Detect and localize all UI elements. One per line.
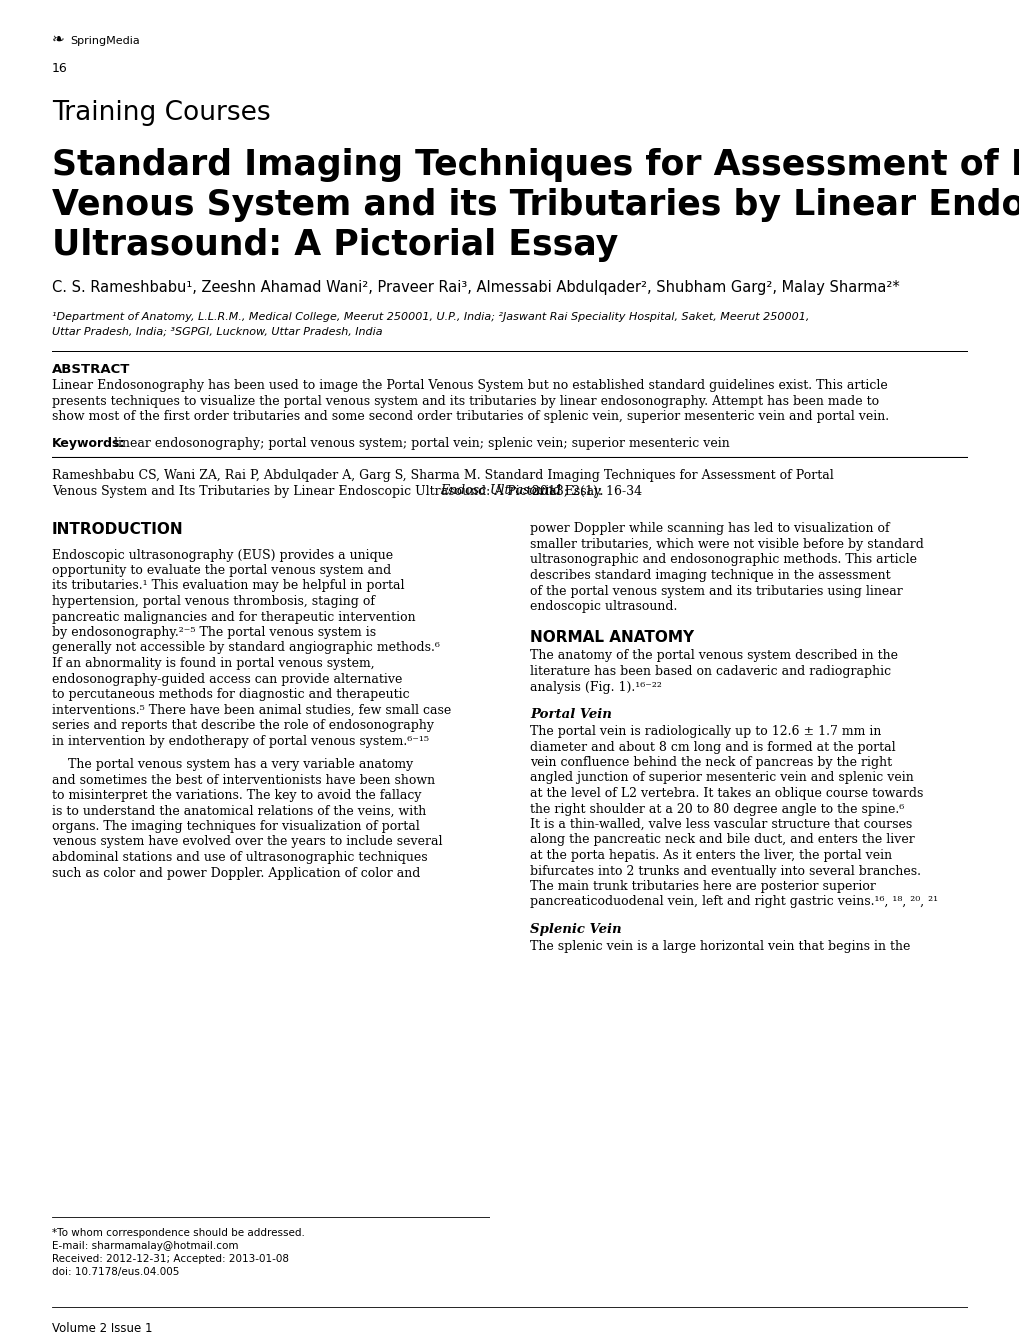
Text: Splenic Vein: Splenic Vein xyxy=(530,922,621,936)
Text: The main trunk tributaries here are posterior superior: The main trunk tributaries here are post… xyxy=(530,880,875,893)
Text: is to understand the anatomical relations of the veins, with: is to understand the anatomical relation… xyxy=(52,805,426,817)
Text: Uttar Pradesh, India; ³SGPGI, Lucknow, Uttar Pradesh, India: Uttar Pradesh, India; ³SGPGI, Lucknow, U… xyxy=(52,327,382,336)
Text: ¹Department of Anatomy, L.L.R.M., Medical College, Meerut 250001, U.P., India; ²: ¹Department of Anatomy, L.L.R.M., Medica… xyxy=(52,312,809,322)
Text: endosonography-guided access can provide alternative: endosonography-guided access can provide… xyxy=(52,673,401,685)
Text: and sometimes the best of interventionists have been shown: and sometimes the best of interventionis… xyxy=(52,773,435,786)
Text: power Doppler while scanning has led to visualization of: power Doppler while scanning has led to … xyxy=(530,522,889,535)
Text: Keywords:: Keywords: xyxy=(52,438,125,450)
Text: The splenic vein is a large horizontal vein that begins in the: The splenic vein is a large horizontal v… xyxy=(530,940,910,953)
Text: endoscopic ultrasound.: endoscopic ultrasound. xyxy=(530,599,677,613)
Text: interventions.⁵ There have been animal studies, few small case: interventions.⁵ There have been animal s… xyxy=(52,704,450,717)
Text: literature has been based on cadaveric and radiographic: literature has been based on cadaveric a… xyxy=(530,665,891,678)
Text: Standard Imaging Techniques for Assessment of Portal: Standard Imaging Techniques for Assessme… xyxy=(52,148,1019,182)
Text: diameter and about 8 cm long and is formed at the portal: diameter and about 8 cm long and is form… xyxy=(530,741,895,753)
Text: by endosonography.²⁻⁵ The portal venous system is: by endosonography.²⁻⁵ The portal venous … xyxy=(52,626,376,639)
Text: describes standard imaging technique in the assessment: describes standard imaging technique in … xyxy=(530,569,890,582)
Text: at the porta hepatis. As it enters the liver, the portal vein: at the porta hepatis. As it enters the l… xyxy=(530,849,892,862)
Text: its tributaries.¹ This evaluation may be helpful in portal: its tributaries.¹ This evaluation may be… xyxy=(52,579,405,593)
Text: bifurcates into 2 trunks and eventually into several branches.: bifurcates into 2 trunks and eventually … xyxy=(530,865,920,877)
Text: in intervention by endotherapy of portal venous system.⁶⁻¹⁵: in intervention by endotherapy of portal… xyxy=(52,734,429,748)
Text: Ultrasound: A Pictorial Essay: Ultrasound: A Pictorial Essay xyxy=(52,228,618,262)
Text: linear endosonography; portal venous system; portal vein; splenic vein; superior: linear endosonography; portal venous sys… xyxy=(110,438,729,450)
Text: ❧: ❧ xyxy=(52,32,64,47)
Text: to percutaneous methods for diagnostic and therapeutic: to percutaneous methods for diagnostic a… xyxy=(52,688,410,701)
Text: at the level of L2 vertebra. It takes an oblique course towards: at the level of L2 vertebra. It takes an… xyxy=(530,788,922,800)
Text: The portal vein is radiologically up to 12.6 ± 1.7 mm in: The portal vein is radiologically up to … xyxy=(530,725,880,738)
Text: series and reports that describe the role of endosonography: series and reports that describe the rol… xyxy=(52,720,433,732)
Text: Venous System and its Tributaries by Linear Endoscopic: Venous System and its Tributaries by Lin… xyxy=(52,188,1019,222)
Text: ultrasonographic and endosonographic methods. This article: ultrasonographic and endosonographic met… xyxy=(530,554,916,566)
Text: E-mail: sharmamalay@hotmail.com: E-mail: sharmamalay@hotmail.com xyxy=(52,1242,238,1251)
Text: 16: 16 xyxy=(52,61,67,75)
Text: Received: 2012-12-31; Accepted: 2013-01-08: Received: 2012-12-31; Accepted: 2013-01-… xyxy=(52,1254,288,1264)
Text: organs. The imaging techniques for visualization of portal: organs. The imaging techniques for visua… xyxy=(52,820,420,833)
Text: vein confluence behind the neck of pancreas by the right: vein confluence behind the neck of pancr… xyxy=(530,756,892,769)
Text: NORMAL ANATOMY: NORMAL ANATOMY xyxy=(530,630,694,645)
Text: Venous System and Its Tributaries by Linear Endoscopic Ultrasound: A Pictorial E: Venous System and Its Tributaries by Lin… xyxy=(52,485,607,498)
Text: 2013; 2(1): 16-34: 2013; 2(1): 16-34 xyxy=(528,485,642,498)
Text: analysis (Fig. 1).¹⁶⁻²²: analysis (Fig. 1).¹⁶⁻²² xyxy=(530,681,661,693)
Text: abdominal stations and use of ultrasonographic techniques: abdominal stations and use of ultrasonog… xyxy=(52,850,427,864)
Text: Volume 2 Issue 1: Volume 2 Issue 1 xyxy=(52,1322,153,1335)
Text: doi: 10.7178/eus.04.005: doi: 10.7178/eus.04.005 xyxy=(52,1267,179,1278)
Text: The portal venous system has a very variable anatomy: The portal venous system has a very vari… xyxy=(52,758,413,772)
Text: venous system have evolved over the years to include several: venous system have evolved over the year… xyxy=(52,836,442,849)
Text: pancreatic malignancies and for therapeutic intervention: pancreatic malignancies and for therapeu… xyxy=(52,610,415,623)
Text: presents techniques to visualize the portal venous system and its tributaries by: presents techniques to visualize the por… xyxy=(52,395,878,407)
Text: Rameshbabu CS, Wani ZA, Rai P, Abdulqader A, Garg S, Sharma M. Standard Imaging : Rameshbabu CS, Wani ZA, Rai P, Abdulqade… xyxy=(52,470,833,482)
Text: the right shoulder at a 20 to 80 degree angle to the spine.⁶: the right shoulder at a 20 to 80 degree … xyxy=(530,802,904,816)
Text: angled junction of superior mesenteric vein and splenic vein: angled junction of superior mesenteric v… xyxy=(530,772,913,785)
Text: ABSTRACT: ABSTRACT xyxy=(52,363,130,376)
Text: Portal Vein: Portal Vein xyxy=(530,708,611,721)
Text: such as color and power Doppler. Application of color and: such as color and power Doppler. Applica… xyxy=(52,866,420,880)
Text: hypertension, portal venous thrombosis, staging of: hypertension, portal venous thrombosis, … xyxy=(52,595,375,607)
Text: along the pancreatic neck and bile duct, and enters the liver: along the pancreatic neck and bile duct,… xyxy=(530,833,914,846)
Text: of the portal venous system and its tributaries using linear: of the portal venous system and its trib… xyxy=(530,585,902,598)
Text: opportunity to evaluate the portal venous system and: opportunity to evaluate the portal venou… xyxy=(52,563,391,577)
Text: *To whom correspondence should be addressed.: *To whom correspondence should be addres… xyxy=(52,1228,305,1238)
Text: The anatomy of the portal venous system described in the: The anatomy of the portal venous system … xyxy=(530,650,897,662)
Text: generally not accessible by standard angiographic methods.⁶: generally not accessible by standard ang… xyxy=(52,642,439,654)
Text: smaller tributaries, which were not visible before by standard: smaller tributaries, which were not visi… xyxy=(530,538,923,551)
Text: It is a thin-walled, valve less vascular structure that courses: It is a thin-walled, valve less vascular… xyxy=(530,818,911,830)
Text: Linear Endosonography has been used to image the Portal Venous System but no est: Linear Endosonography has been used to i… xyxy=(52,379,887,392)
Text: Training Courses: Training Courses xyxy=(52,100,270,125)
Text: to misinterpret the variations. The key to avoid the fallacy: to misinterpret the variations. The key … xyxy=(52,789,421,802)
Text: show most of the first order tributaries and some second order tributaries of sp: show most of the first order tributaries… xyxy=(52,410,889,423)
Text: C. S. Rameshbabu¹, Zeeshn Ahamad Wani², Praveer Rai³, Almessabi Abdulqader², Shu: C. S. Rameshbabu¹, Zeeshn Ahamad Wani², … xyxy=(52,280,899,295)
Text: Endosc Ultrasound: Endosc Ultrasound xyxy=(439,485,560,498)
Text: pancreaticoduodenal vein, left and right gastric veins.¹⁶, ¹⁸, ²⁰, ²¹: pancreaticoduodenal vein, left and right… xyxy=(530,896,937,909)
Text: INTRODUCTION: INTRODUCTION xyxy=(52,522,183,538)
Text: If an abnormality is found in portal venous system,: If an abnormality is found in portal ven… xyxy=(52,657,374,670)
Text: SpringMedia: SpringMedia xyxy=(70,36,140,45)
Text: Endoscopic ultrasonography (EUS) provides a unique: Endoscopic ultrasonography (EUS) provide… xyxy=(52,549,392,562)
